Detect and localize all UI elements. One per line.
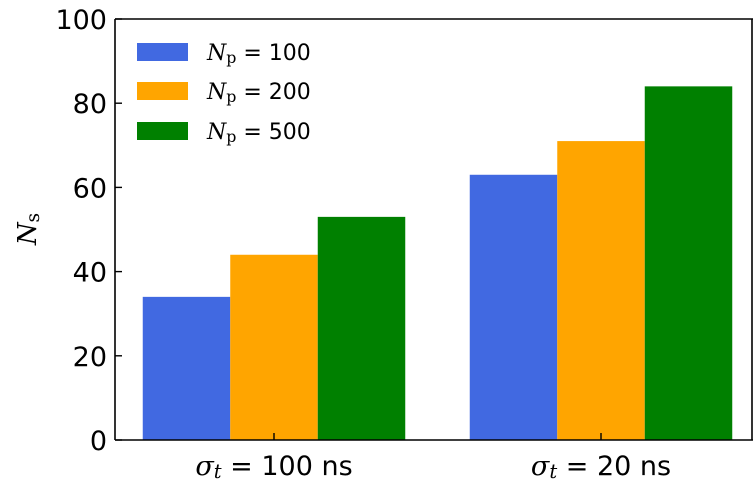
y-axis-label: Ns	[13, 213, 44, 246]
bar-series1-cat1	[557, 141, 645, 440]
bar-series0-cat1	[469, 174, 558, 440]
ytick-label-4: 80	[73, 89, 107, 120]
legend-label-2: Np = 500	[206, 120, 311, 146]
legend: Np = 100 Np = 200 Np = 500	[137, 41, 311, 146]
ytick-label-5: 100	[55, 5, 107, 36]
bar-series2-cat0	[317, 216, 406, 440]
legend-swatch-0	[137, 43, 188, 61]
ytick-label-2: 40	[73, 258, 107, 289]
legend-swatch-2	[137, 122, 188, 140]
ytick-label-1: 20	[73, 342, 107, 373]
legend-label-0: Np = 100	[206, 41, 311, 67]
bar-series1-cat0	[230, 254, 318, 440]
ytick-label-3: 60	[73, 173, 107, 204]
xtick-label-1: σt = 20 ns	[531, 451, 671, 483]
bars-layer	[142, 86, 733, 441]
legend-label-1: Np = 200	[206, 80, 311, 106]
bar-series0-cat0	[142, 296, 231, 440]
bar-series2-cat1	[644, 86, 733, 441]
legend-swatch-1	[137, 82, 188, 100]
axes-layer: 0 20 40 60 80 100 σt = 100 ns σt = 20 ns Ns	[13, 5, 753, 483]
xtick-label-0: σt = 100 ns	[195, 451, 352, 483]
ytick-label-0: 0	[90, 426, 107, 457]
